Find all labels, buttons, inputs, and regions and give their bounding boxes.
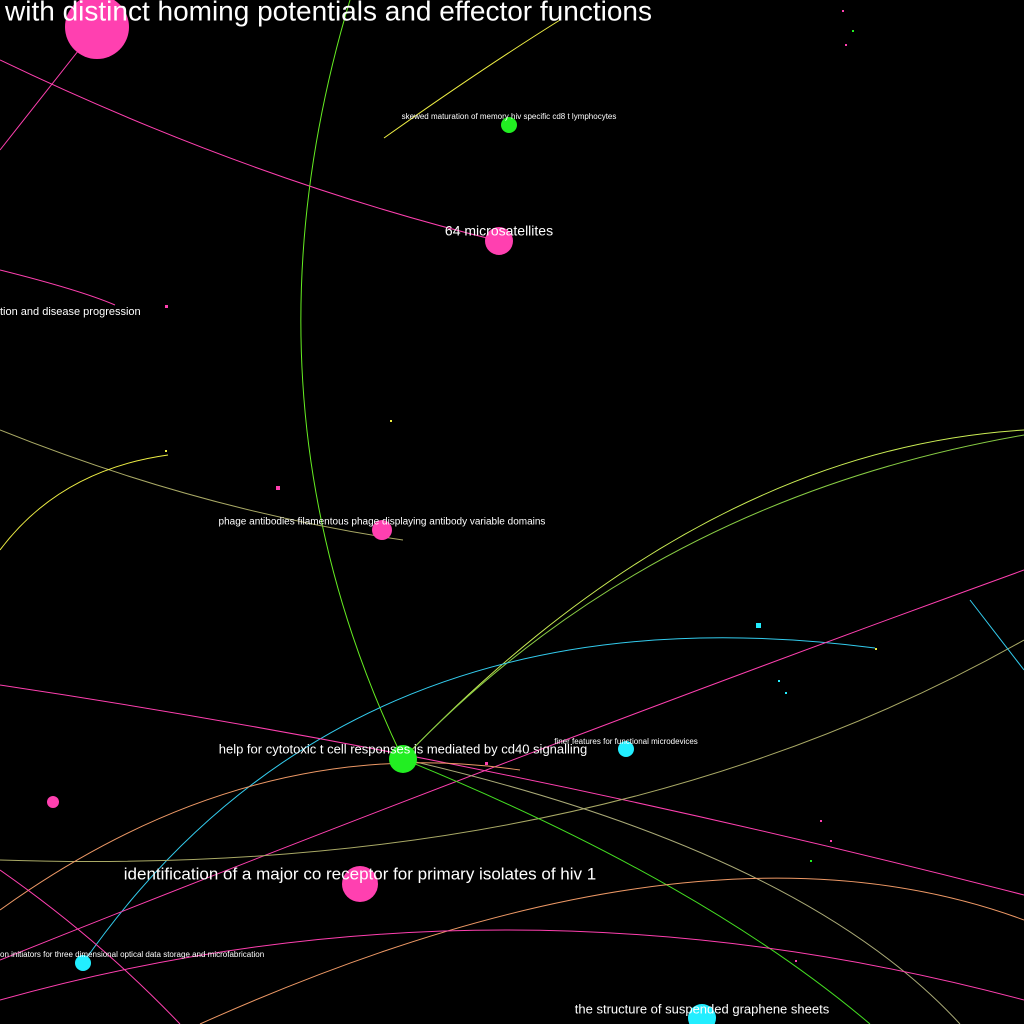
node-label: phage antibodies filamentous phage displ…: [219, 517, 546, 528]
dot: [795, 960, 797, 962]
dot: [165, 450, 167, 452]
dot: [820, 820, 822, 822]
node-label: skewed maturation of memory hiv specific…: [402, 112, 617, 121]
dot: [485, 762, 488, 765]
dot: [852, 30, 854, 32]
dot: [830, 840, 832, 842]
dot-clusters: [165, 10, 877, 962]
edge: [383, 19, 561, 139]
edge: [0, 639, 1024, 862]
edge: [300, 0, 404, 760]
dot: [875, 648, 877, 650]
dot: [842, 10, 844, 12]
edge: [402, 758, 871, 1024]
dot: [785, 692, 787, 694]
node-label: identification of a major co receptor fo…: [124, 864, 596, 883]
edge: [0, 684, 1024, 896]
node: [47, 796, 59, 808]
node: [618, 741, 634, 757]
dot: [778, 680, 780, 682]
node: [501, 117, 517, 133]
dot: [810, 860, 812, 862]
dot: [165, 305, 168, 308]
node-label: help for cytotoxic t cell responses is m…: [219, 741, 588, 756]
node: [75, 955, 91, 971]
dot: [756, 623, 761, 628]
labels: with distinct homing potentials and effe…: [0, 0, 830, 1016]
edge: [402, 434, 1024, 760]
node-label: on initiators for three dimensional opti…: [0, 950, 264, 959]
edge: [0, 869, 181, 1024]
node-label: tion and disease progression: [0, 306, 141, 318]
node: [65, 0, 129, 59]
edge: [402, 758, 961, 1024]
edge: [0, 569, 1024, 961]
edge: [402, 429, 1024, 760]
edge: [0, 454, 169, 551]
edge: [0, 269, 116, 306]
node-label: the structure of suspended graphene shee…: [575, 1001, 830, 1016]
edge: [0, 429, 404, 541]
dot: [276, 486, 280, 490]
node: [688, 1004, 716, 1024]
edge: [0, 762, 521, 911]
node: [372, 520, 392, 540]
node-label: with distinct homing potentials and effe…: [4, 0, 652, 26]
edge: [82, 637, 876, 964]
dot: [390, 420, 392, 422]
edge: [0, 59, 500, 242]
dot: [845, 44, 847, 46]
node: [389, 745, 417, 773]
edge: [0, 929, 1024, 1001]
edge: [199, 877, 1024, 1024]
nodes: [47, 0, 716, 1024]
edge: [969, 599, 1024, 671]
node: [342, 866, 378, 902]
node-label: 64 microsatellites: [445, 223, 553, 239]
node-label: finer features for functional microdevic…: [554, 737, 698, 746]
node: [485, 227, 513, 255]
